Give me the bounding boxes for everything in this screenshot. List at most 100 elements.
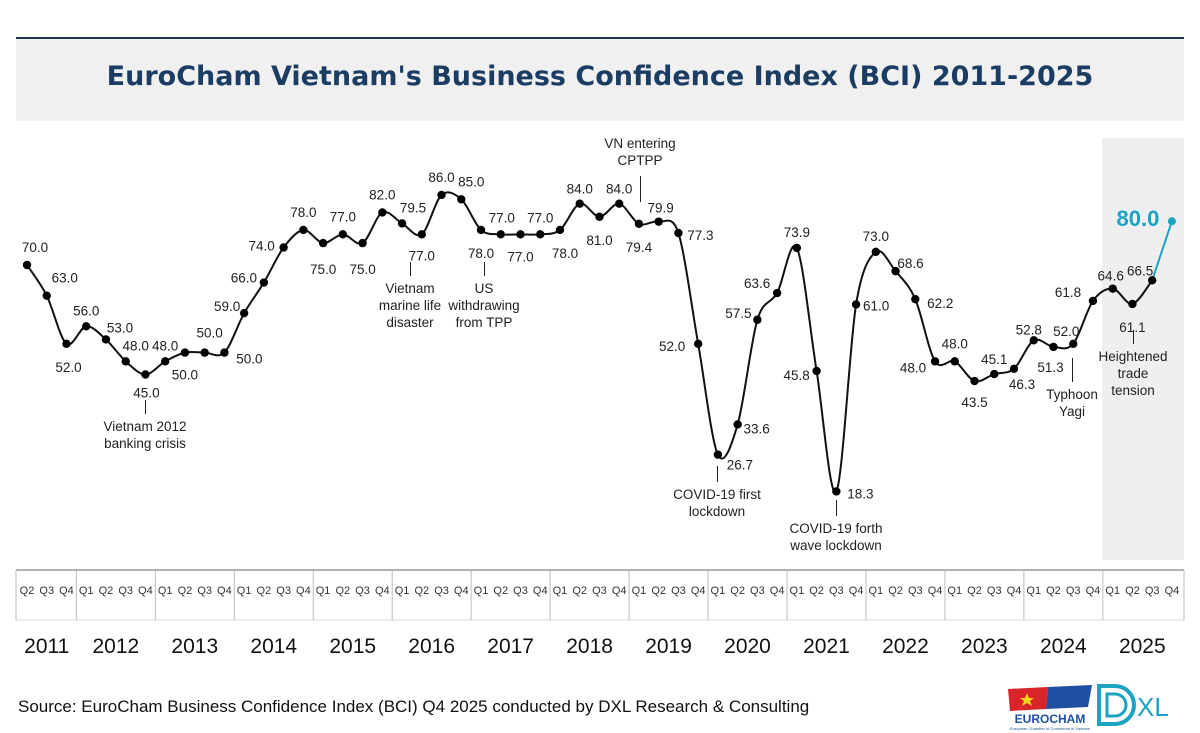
quarter-tick-label: Q1 <box>1105 585 1120 597</box>
quarter-tick-label: Q3 <box>355 585 370 597</box>
data-label: 48.0 <box>152 338 178 353</box>
quarter-tick-label: Q4 <box>217 585 232 597</box>
year-label: 2011 <box>24 635 69 658</box>
data-point <box>397 219 407 228</box>
data-point <box>62 339 71 349</box>
annotation-text: disaster <box>386 315 434 330</box>
data-label: 26.7 <box>727 458 753 473</box>
annotation-trade: Heightened trade tension <box>1098 348 1167 399</box>
year-label: 2012 <box>92 635 139 658</box>
annotation-text: trade <box>1117 366 1149 381</box>
quarter-tick-label: Q1 <box>395 585 410 597</box>
annotation-text: from TPP <box>455 315 513 330</box>
data-point <box>358 238 367 248</box>
data-point <box>891 266 900 276</box>
quarter-tick-label: Q2 <box>335 585 350 597</box>
quarter-tick-label: Q3 <box>276 585 291 597</box>
data-point <box>1128 299 1137 309</box>
annotation-text: Vietnam 2012 <box>103 419 187 434</box>
annotation-text: COVID-19 first <box>673 487 761 502</box>
quarter-tick-label: Q1 <box>868 585 883 597</box>
quarter-tick-label: Q2 <box>493 585 508 597</box>
annotation-connector <box>640 176 641 202</box>
data-label: 78.0 <box>468 246 494 261</box>
year-label: 2024 <box>1040 635 1087 658</box>
data-point <box>713 450 723 459</box>
quarter-tick-label: Q4 <box>454 585 469 597</box>
quarter-tick-label: Q4 <box>612 585 627 597</box>
data-label: 84.0 <box>567 182 593 197</box>
annotation-text: VN entering <box>604 136 676 151</box>
quarter-tick-label: Q1 <box>1026 585 1041 597</box>
annotation-text: banking crisis <box>104 436 186 451</box>
annotation-text: withdrawing <box>448 298 520 313</box>
data-label: 77.0 <box>330 209 356 224</box>
data-label: 63.0 <box>52 271 78 286</box>
quarter-tick-label: Q2 <box>809 585 824 597</box>
quarter-tick-label: Q1 <box>237 585 252 597</box>
annotation-text: marine life <box>378 298 442 313</box>
quarter-tick-label: Q2 <box>888 585 903 597</box>
data-point <box>378 208 387 217</box>
data-point <box>417 230 426 239</box>
data-label: 52.8 <box>1016 322 1042 337</box>
data-point <box>121 357 130 366</box>
data-label: 45.1 <box>981 352 1007 367</box>
data-label: 62.2 <box>927 296 953 311</box>
data-label: 66.5 <box>1127 263 1153 278</box>
annotation-text: US <box>474 281 494 296</box>
data-point <box>851 300 861 309</box>
data-point <box>437 190 446 200</box>
quarter-tick-label: Q4 <box>849 585 864 597</box>
quarter-tick-label: Q4 <box>1086 585 1101 597</box>
data-point <box>476 225 486 235</box>
data-label: 82.0 <box>369 187 395 202</box>
data-point <box>338 230 348 239</box>
data-label: 75.0 <box>349 262 375 277</box>
data-point <box>871 247 881 257</box>
data-label: 52.0 <box>1053 324 1079 339</box>
data-label: 77.0 <box>409 248 435 263</box>
quarter-tick-label: Q4 <box>770 585 785 597</box>
year-label: 2019 <box>645 635 692 658</box>
data-label: 79.9 <box>648 201 674 216</box>
data-label: 70.0 <box>22 240 48 255</box>
annotation-text: Vietnam <box>385 281 435 296</box>
annotation-text: COVID-19 forth <box>789 521 883 536</box>
data-point <box>1049 342 1058 352</box>
data-label: 73.0 <box>863 229 889 244</box>
data-label: 77.0 <box>489 210 515 225</box>
data-point <box>1167 217 1176 226</box>
data-point <box>200 348 209 357</box>
data-label: 74.0 <box>248 238 274 253</box>
data-label: 68.6 <box>897 256 923 271</box>
quarter-tick-label: Q1 <box>711 585 726 597</box>
quarter-tick-label: Q4 <box>691 585 706 597</box>
data-label: 66.0 <box>231 271 257 286</box>
quarter-tick-label: Q4 <box>138 585 153 597</box>
data-point <box>772 288 782 298</box>
data-point <box>536 230 545 239</box>
data-label: 33.6 <box>743 421 769 436</box>
annotation-text: Yagi <box>1058 404 1086 419</box>
data-point <box>911 294 920 304</box>
data-point <box>654 217 663 226</box>
data-label: 56.0 <box>73 303 99 318</box>
quarter-tick-label: Q1 <box>158 585 173 597</box>
data-point <box>318 238 328 248</box>
annotation-text: Typhoon <box>1046 387 1098 402</box>
quarter-tick-label: Q2 <box>178 585 193 597</box>
data-point <box>930 357 940 366</box>
quarter-tick-label: Q1 <box>790 585 805 597</box>
quarter-tick-label: Q3 <box>1066 585 1081 597</box>
data-point <box>180 348 190 357</box>
quarter-tick-label: Q1 <box>553 585 568 597</box>
quarter-tick-label: Q2 <box>651 585 666 597</box>
quarter-tick-label: Q3 <box>829 585 844 597</box>
year-label: 2018 <box>566 635 613 658</box>
data-label: 64.6 <box>1098 269 1124 284</box>
quarter-tick-label: Q1 <box>316 585 331 597</box>
data-point <box>259 278 269 287</box>
data-label: 73.9 <box>784 225 810 240</box>
data-point <box>160 357 170 366</box>
